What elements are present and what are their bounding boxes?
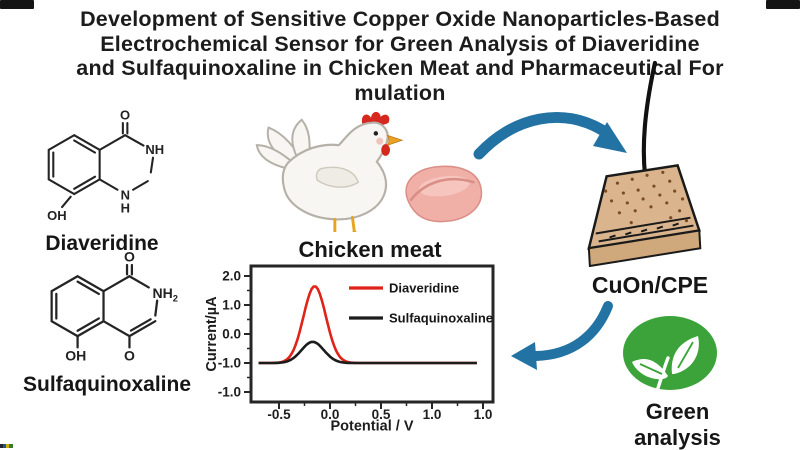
x-tick-label: 1.0	[423, 407, 442, 422]
green-badge-circle	[623, 316, 717, 390]
electrode-label: CuOn/CPE	[591, 272, 709, 298]
bond	[132, 180, 149, 191]
y-tick-label: 1.0	[222, 298, 241, 313]
x-tick-label: 0.0	[321, 407, 340, 422]
diaveridine-structure-icon: O NH N H OH	[47, 108, 164, 223]
atom-oxygen: O	[124, 250, 135, 264]
benzene-ring	[50, 274, 105, 338]
carbon-paste-electrode-icon	[587, 60, 702, 268]
x-axis-ticks	[278, 402, 484, 409]
bond	[124, 134, 145, 147]
title-line-1: Development of Sensitive Copper Oxide Na…	[80, 7, 720, 31]
green-analysis-label: Green analysis	[634, 399, 721, 450]
voltammogram-chart: -0.5 0.0 0.5 1.0 1.0 2.0 1.0 0.0 -1.0 -1…	[204, 264, 495, 435]
x-tick-label: -0.5	[267, 407, 291, 422]
atom-oxygen: O	[120, 108, 130, 123]
atom-h: H	[121, 200, 130, 215]
atom-oh: OH	[47, 208, 66, 223]
atom-oh: OH	[65, 348, 86, 364]
y-axis-label: Current/µA	[204, 296, 220, 372]
hen-icon	[255, 111, 404, 242]
wattle	[381, 144, 391, 156]
double-bond	[76, 280, 100, 296]
green-badge	[623, 316, 717, 390]
title-line-4: mulation	[354, 80, 446, 105]
atom-n: N	[121, 187, 130, 202]
bond	[102, 320, 131, 338]
chart-curves	[258, 285, 477, 365]
hydroxyl-bond	[61, 195, 72, 209]
molecule-diaveridine: O NH N H OH Diaveridine	[22, 104, 182, 256]
molecule-sulfaquinoxaline: O NH2 OH O Sulfaquinoxaline	[12, 248, 202, 397]
eye	[373, 131, 379, 136]
atom-o-bottom: O	[124, 348, 135, 364]
y-tick-label: 2.0	[222, 269, 241, 284]
y-axis-ticks	[244, 275, 251, 393]
sample-illustration: Chicken meat	[250, 110, 490, 263]
double-bond	[73, 175, 97, 190]
electrode-group: CuOn/CPE	[575, 55, 725, 299]
x-tick-label: 0.5	[372, 407, 391, 422]
title-line-3: and Sulfaquinoxaline in Chicken Meat and…	[76, 56, 724, 80]
page-title: Development of Sensitive Copper Oxide Na…	[0, 7, 800, 105]
cheek	[376, 137, 384, 145]
bond	[98, 134, 127, 151]
bond	[149, 156, 155, 174]
beak	[386, 134, 404, 146]
meat-icon	[405, 165, 483, 223]
electrode-band	[595, 216, 694, 243]
double-bond	[73, 139, 97, 154]
scan-artifact-top-left	[0, 0, 34, 9]
bond	[128, 320, 157, 338]
bond	[102, 275, 131, 293]
chicken-meat-label: Chicken meat	[298, 237, 442, 262]
y-tick-label: 0.0	[222, 327, 241, 342]
y-tick-label: -1.0	[218, 385, 241, 400]
double-bond	[129, 318, 152, 332]
diaveridine-label: Diaveridine	[45, 232, 159, 255]
leaf-icon	[632, 336, 699, 390]
atom-nh2: NH2	[153, 285, 179, 304]
bond	[154, 299, 159, 317]
voltammogram: -0.5 0.0 0.5 1.0 1.0 2.0 1.0 0.0 -1.0 -1…	[203, 252, 503, 437]
scan-artifact-top-right	[766, 0, 800, 9]
wing	[315, 166, 360, 188]
curve-sulfaquinoxaline	[258, 340, 477, 365]
title-line-2: Electrochemical Sensor for Green Analysi…	[100, 31, 700, 56]
x-tick-label: 1.0	[474, 407, 493, 422]
atom-nh: NH	[145, 142, 164, 157]
legend-label-diaveridine: Diaveridine	[389, 281, 459, 296]
sulfaquinoxaline-label: Sulfaquinoxaline	[22, 373, 192, 396]
y-tick-label: -1.0	[218, 356, 241, 371]
bond	[128, 275, 150, 289]
electrode-wire	[641, 60, 658, 178]
bond	[98, 178, 119, 191]
sulfaquinoxaline-structure-icon: O NH2 OH O	[50, 248, 179, 364]
chicken-and-meat	[255, 111, 483, 242]
chart-legend: Diaveridine Sulfaquinoxaline	[349, 281, 493, 326]
x-axis-label: Potential / V	[331, 419, 414, 433]
legend-label-sulfaquinoxaline: Sulfaquinoxaline	[389, 311, 493, 326]
electrode-front-face	[587, 229, 702, 268]
electrode-speckles	[604, 170, 689, 225]
green-badge-group: Green analysis	[600, 312, 755, 450]
arrow-to-chart-icon	[511, 301, 613, 370]
double-bond	[76, 317, 100, 332]
benzene-ring	[47, 133, 101, 196]
scan-artifact-bottom-left	[0, 444, 13, 448]
